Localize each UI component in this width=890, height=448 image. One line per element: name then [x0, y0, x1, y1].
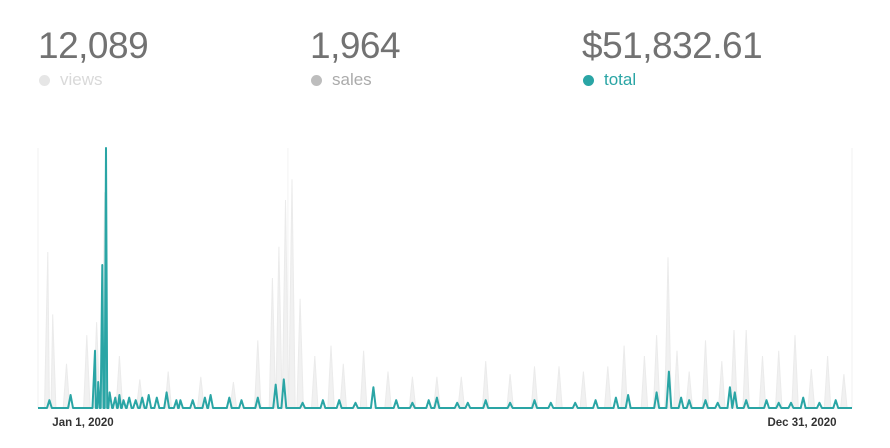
stat-total[interactable]: $51,832.61 total	[582, 24, 763, 90]
sales-value: 1,964	[310, 25, 401, 66]
stat-sales[interactable]: 1,964 sales	[310, 24, 401, 90]
stat-views[interactable]: 12,089 views	[38, 24, 149, 90]
total-value: $51,832.61	[582, 25, 763, 66]
views-legend: views	[38, 70, 148, 90]
sales-label: sales	[332, 70, 372, 89]
summary-stats: 12,089 views 1,964 sales $51,832.61 tota…	[38, 24, 870, 94]
total-line	[38, 147, 852, 409]
sales-chart[interactable]: Jan 1, 2020 Dec 31, 2020	[0, 140, 890, 440]
total-dot-icon	[583, 74, 594, 86]
chart-svg: Jan 1, 2020 Dec 31, 2020	[37, 147, 853, 429]
views-value: 12,089	[38, 25, 149, 66]
vertical-gridlines	[37, 148, 853, 408]
x-axis-start-label: Jan 1, 2020	[52, 417, 113, 429]
total-series	[38, 147, 852, 409]
sales-dot-icon	[311, 74, 322, 86]
total-legend: total	[582, 70, 762, 90]
x-axis-end-label: Dec 31, 2020	[767, 417, 836, 429]
total-label: total	[604, 70, 637, 89]
views-dot-icon	[39, 74, 50, 86]
views-series	[38, 179, 852, 409]
sales-legend: sales	[310, 70, 400, 90]
views-label: views	[60, 70, 103, 89]
views-area	[38, 179, 852, 409]
